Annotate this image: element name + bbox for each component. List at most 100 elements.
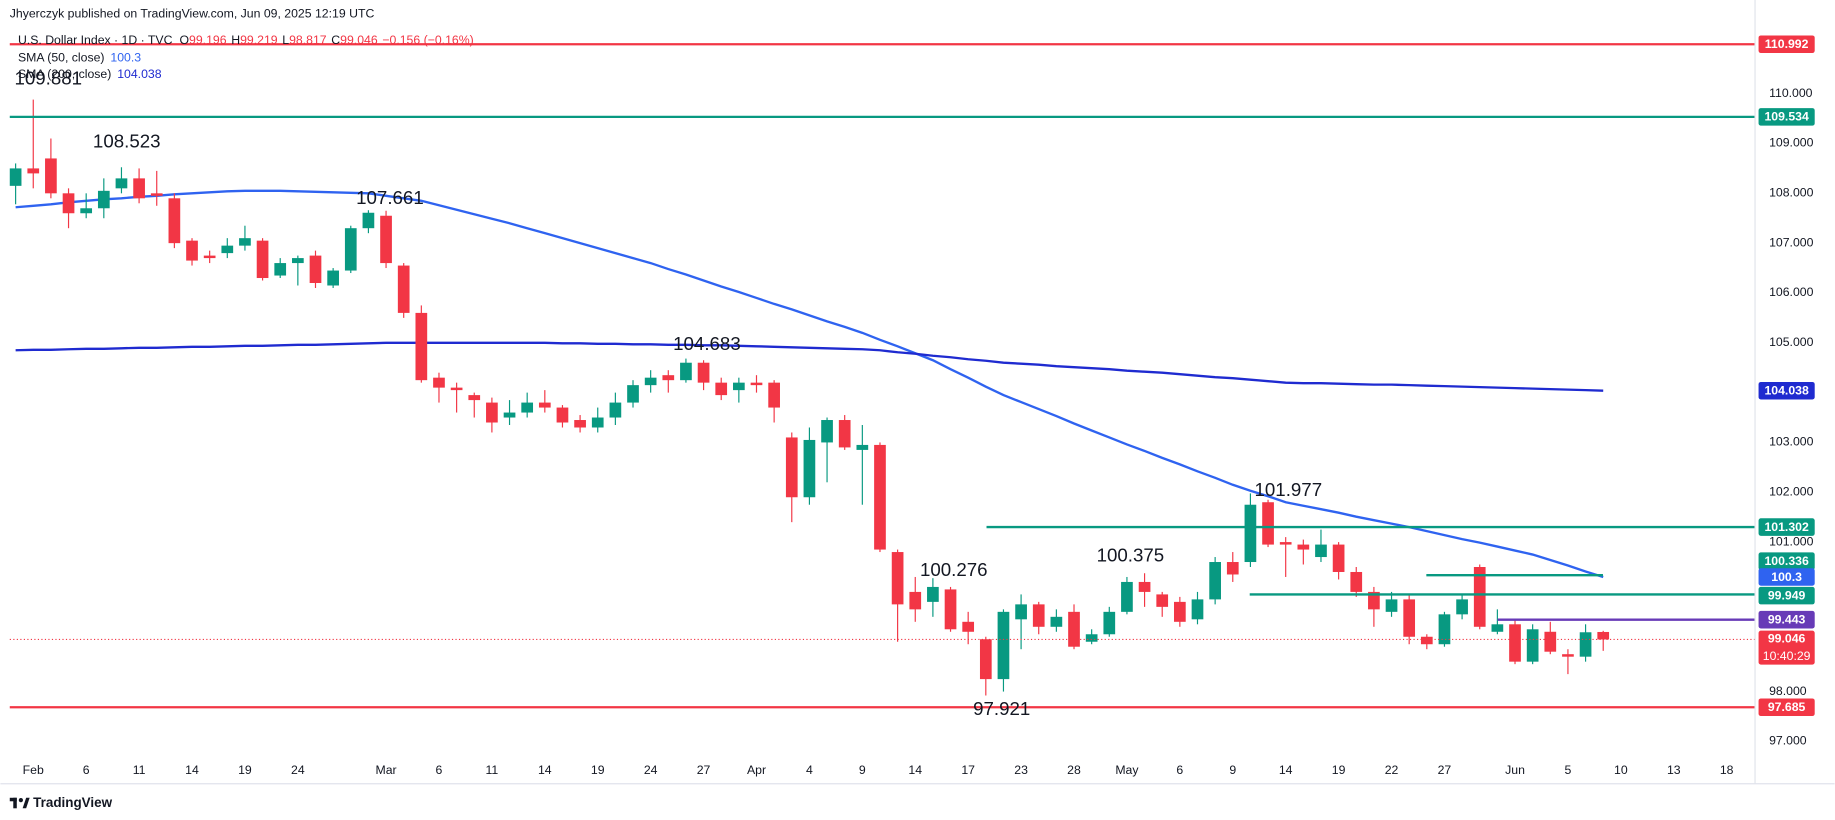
x-tick-label: 17 — [961, 763, 975, 777]
candle-body — [468, 395, 481, 401]
ohlc-prefix: C — [331, 33, 340, 47]
price-label-box — [1758, 610, 1815, 629]
brand-logo: TradingView — [9, 795, 113, 810]
candle-body — [256, 240, 269, 279]
x-tick-label: 14 — [1279, 763, 1293, 777]
candle-body — [1509, 624, 1521, 662]
candle-body — [1262, 502, 1274, 545]
y-tick-label: 109.000 — [1769, 136, 1814, 150]
candle-body — [1085, 634, 1098, 642]
y-tick-label: 98.000 — [1769, 684, 1807, 698]
candle-body — [1526, 629, 1539, 662]
y-tick-label: 101.000 — [1769, 534, 1814, 548]
candle-body — [856, 444, 869, 450]
candle-body — [1032, 604, 1045, 627]
candle-body — [115, 178, 128, 189]
candle-body — [186, 240, 198, 261]
candle-body — [45, 158, 57, 194]
candle-body — [415, 312, 428, 381]
price-annotation: 97.921 — [973, 698, 1030, 719]
axes: 97.00098.000101.000102.000103.000104.000… — [23, 35, 1815, 777]
overlay: Jhyerczyk published on TradingView.com, … — [10, 6, 1322, 719]
candle-body — [1244, 504, 1257, 563]
symbol-legend: U.S. Dollar Index · 1D · TVC O99.196 H99.2… — [18, 33, 474, 47]
x-tick-label: 14 — [185, 763, 199, 777]
candle-body — [944, 589, 957, 630]
candle-body — [538, 402, 551, 408]
x-tick-label: 24 — [644, 763, 658, 777]
candle-body — [397, 265, 410, 313]
change: −0.156 (−0.16%) — [382, 33, 473, 47]
candle-body — [80, 208, 93, 214]
x-tick-label: 28 — [1067, 763, 1081, 777]
countdown: 10:40:29 — [1763, 649, 1811, 663]
candle-body — [556, 407, 569, 423]
price-label: 101.302 — [1764, 520, 1809, 534]
candle-body — [1332, 544, 1345, 572]
candle-body — [768, 382, 780, 408]
ohlc-prefix: H — [231, 33, 240, 47]
candle-body — [1473, 567, 1486, 627]
price-annotation: 108.523 — [93, 131, 161, 152]
candle-body — [133, 178, 145, 199]
publisher: Jhyerczyk published on TradingView.com, … — [10, 6, 375, 20]
x-tick-label: 11 — [486, 763, 499, 777]
candle-body — [450, 387, 463, 391]
candle-body — [1491, 624, 1504, 632]
candle-body — [274, 263, 287, 276]
candle-body — [1403, 599, 1416, 637]
candle-body — [203, 255, 216, 259]
x-tick-label: 6 — [436, 763, 443, 777]
sma-legend: SMA (200, close) 104.038 — [18, 67, 162, 81]
symbol: U.S. Dollar Index · 1D · TVC — [18, 33, 173, 47]
x-tick-label: 18 — [1720, 763, 1734, 777]
candle-body — [1544, 631, 1557, 652]
price-annotation: 107.661 — [356, 187, 424, 208]
candle-body — [715, 382, 728, 396]
x-tick-label: 24 — [291, 763, 305, 777]
candle-body — [627, 385, 639, 403]
candle-body — [344, 228, 357, 271]
x-tick-label: Feb — [23, 763, 44, 777]
price-annotation: 100.276 — [920, 559, 988, 580]
candle-body — [1103, 611, 1116, 635]
x-tick-label: 22 — [1385, 763, 1399, 777]
x-tick-label: 5 — [1565, 763, 1572, 777]
logo-shape — [22, 797, 30, 809]
candle-body — [891, 552, 904, 605]
candle-body — [1209, 562, 1221, 600]
candle-body — [503, 412, 516, 418]
candle-body — [979, 639, 992, 680]
candle-body — [997, 611, 1010, 680]
x-tick-label: 6 — [83, 763, 90, 777]
ohlc-value: 99.219 — [240, 33, 278, 47]
brand: TradingView — [33, 795, 112, 810]
candle-body — [1438, 614, 1451, 645]
x-tick-label: 19 — [238, 763, 252, 777]
candle-body — [327, 270, 339, 286]
candle-body — [433, 377, 445, 388]
candle-body — [1350, 571, 1363, 592]
price-annotation: 104.683 — [673, 333, 741, 354]
x-tick-label: May — [1115, 763, 1139, 777]
candle-body — [591, 417, 604, 428]
sma-name: SMA (200, close) — [18, 67, 111, 81]
candle-body — [1226, 562, 1239, 575]
candle-body — [1174, 601, 1186, 622]
candle-body — [1191, 599, 1204, 620]
candle-body — [750, 382, 763, 386]
plot-area — [9, 43, 1756, 709]
candle-body — [697, 362, 710, 383]
candle-body — [1315, 544, 1327, 558]
price-label-box — [1758, 518, 1815, 536]
candle-body — [785, 437, 798, 498]
price-label: 99.949 — [1768, 588, 1806, 602]
x-tick-label: 19 — [591, 763, 605, 777]
price-label: 100.336 — [1764, 554, 1809, 568]
sma-value: 104.038 — [117, 67, 162, 81]
y-tick-label: 110.000 — [1769, 86, 1813, 100]
candle-body — [1456, 599, 1468, 615]
x-tick-label: 6 — [1176, 763, 1183, 777]
